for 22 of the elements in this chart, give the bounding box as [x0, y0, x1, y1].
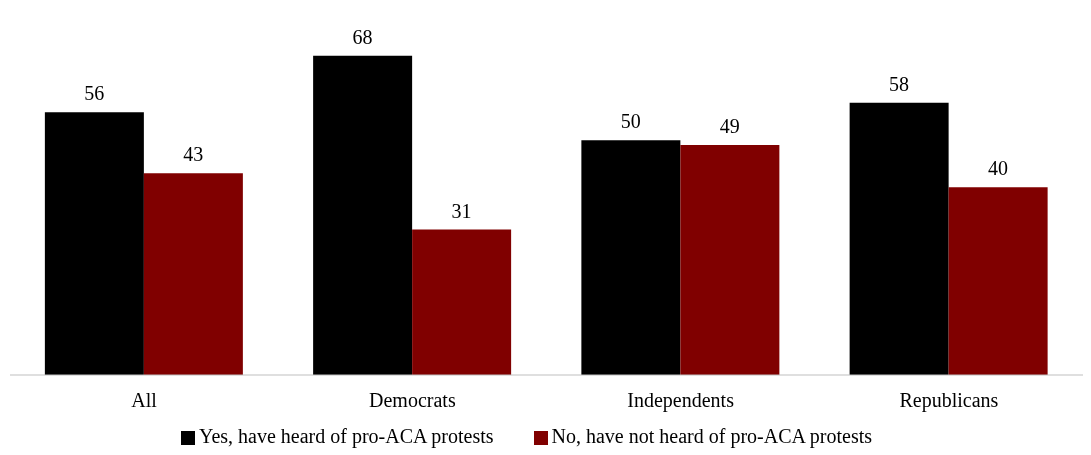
- data-label: 49: [719, 115, 740, 138]
- legend-label: No, have not heard of pro-ACA protests: [551, 425, 873, 447]
- data-label: 68: [352, 25, 373, 48]
- x-tick-label: All: [131, 389, 158, 412]
- data-label: 50: [620, 110, 641, 133]
- bar: [143, 173, 243, 375]
- bar: [849, 102, 949, 375]
- data-label: 43: [183, 143, 204, 166]
- data-label: 31: [451, 199, 472, 222]
- bar: [412, 229, 512, 375]
- x-tick-label: Republicans: [899, 389, 999, 413]
- bar: [313, 55, 413, 375]
- data-label: 56: [84, 82, 105, 105]
- x-tick-label: Independents: [627, 389, 735, 413]
- data-label: 40: [988, 157, 1009, 180]
- x-tick-label: Democrats: [369, 389, 456, 412]
- bar: [581, 140, 681, 375]
- legend-label: Yes, have heard of pro-ACA protests: [198, 425, 494, 447]
- bar: [44, 112, 144, 375]
- bar: [948, 187, 1048, 375]
- data-label: 58: [889, 72, 910, 95]
- bar: [680, 145, 780, 375]
